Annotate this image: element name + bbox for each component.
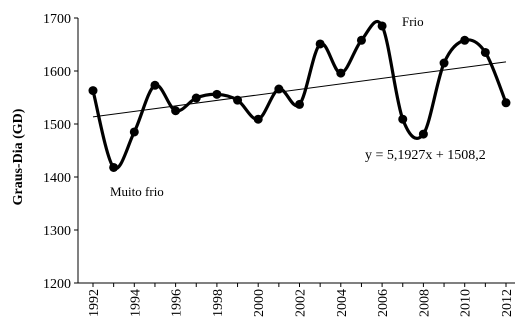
series-points (88, 21, 511, 172)
data-point (212, 89, 222, 99)
axes (77, 18, 515, 284)
y-tick-label: 1600 (43, 65, 71, 80)
data-point (88, 86, 98, 96)
x-tick-label: 2008 (417, 289, 432, 317)
data-point (171, 106, 181, 116)
x-tick-label: 1998 (211, 289, 226, 317)
data-point (480, 47, 490, 57)
data-point (356, 35, 366, 45)
y-tick-label: 1500 (43, 118, 71, 133)
x-tick-label: 1992 (87, 289, 102, 317)
trendline-equation: y = 5,1927x + 1508,2 (365, 148, 486, 163)
y-tick-label: 1700 (43, 12, 71, 27)
annotation-frio: Frio (402, 14, 424, 29)
data-point (150, 80, 160, 90)
data-point (315, 39, 325, 49)
series-line (91, 19, 508, 171)
data-point (439, 58, 449, 68)
data-point (109, 162, 119, 172)
x-tick-label: 2012 (500, 289, 515, 317)
x-tick-label: 1994 (128, 289, 143, 317)
x-tick-label: 2010 (459, 289, 474, 317)
y-tick-label: 1300 (43, 224, 71, 239)
x-tick-label: 1996 (170, 289, 185, 317)
data-point (233, 95, 243, 105)
data-point (398, 114, 408, 124)
trendline (92, 61, 507, 118)
data-point (295, 99, 304, 109)
x-axis-ticks: 1992 1994 1996 1998 2000 2002 2004 2006 2008 2010… (87, 283, 515, 317)
y-axis-ticks: 1200 1300 1400 1500 1600 1700 (43, 12, 78, 292)
y-tick-label: 1200 (43, 277, 71, 292)
data-point (129, 127, 139, 137)
y-tick-label: 1400 (43, 171, 71, 186)
data-point (336, 68, 346, 78)
x-tick-label: 2006 (376, 289, 391, 317)
data-point (418, 129, 428, 139)
data-point (501, 98, 511, 108)
x-tick-label: 2000 (252, 289, 267, 317)
data-point (191, 93, 201, 103)
y-axis-label: Graus-Dia (GD) (11, 108, 26, 205)
annotation-muito-frio: Muito frio (110, 184, 164, 199)
x-tick-label: 2002 (294, 289, 309, 317)
data-point (377, 21, 387, 31)
data-point (253, 114, 263, 124)
data-point (460, 35, 470, 45)
data-point (274, 84, 284, 94)
x-tick-label: 2004 (335, 289, 350, 317)
